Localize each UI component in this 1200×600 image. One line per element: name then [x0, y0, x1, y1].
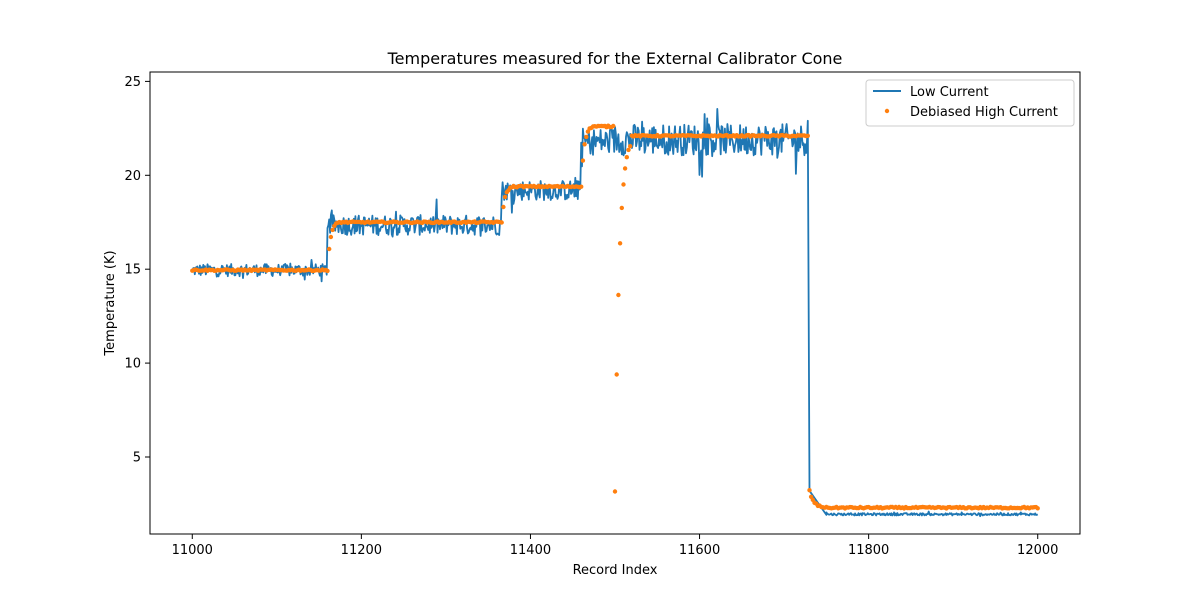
scatter-point: [621, 182, 626, 187]
scatter-point: [628, 144, 633, 149]
x-axis: 11000 11200 11400 11600 11800 12000: [172, 534, 1058, 558]
x-axis-label: Record Index: [573, 563, 658, 578]
x-tick-label: 11600: [679, 543, 720, 558]
scatter-point: [579, 184, 584, 189]
y-tick-label: 25: [124, 75, 141, 90]
plot-area: [149, 71, 1081, 535]
scatter-point: [1035, 506, 1040, 511]
legend-label-debiased-high-current: Debiased High Current: [910, 105, 1058, 120]
chart-title: Temperatures measured for the External C…: [387, 49, 843, 68]
plot-frame: [149, 71, 1081, 535]
y-tick-label: 5: [133, 451, 141, 466]
scatter-point: [805, 133, 810, 138]
scatter-point: [582, 142, 587, 147]
legend-label-low-current: Low Current: [910, 85, 989, 100]
y-tick-label: 15: [124, 263, 141, 278]
scatter-point: [807, 488, 812, 493]
x-tick-label: 11400: [510, 543, 551, 558]
legend-frame: [865, 79, 1075, 127]
scatter-point: [616, 292, 621, 298]
x-tick-label: 11000: [172, 543, 213, 558]
series-layer: [190, 108, 1040, 518]
scatter-point: [325, 268, 330, 274]
x-tick-label: 11200: [341, 543, 382, 558]
y-axis-label: Temperature (K): [103, 250, 118, 356]
scatter-point: [617, 241, 623, 246]
scatter-point: [622, 166, 628, 171]
scatter-point: [611, 123, 616, 129]
scatter-point: [327, 246, 332, 252]
scatter-point: [612, 489, 618, 494]
scatter-point: [330, 227, 335, 233]
scatter-point: [501, 204, 506, 210]
scatter-point: [580, 158, 586, 163]
scatter-point: [584, 134, 589, 140]
scatter-point: [502, 194, 508, 200]
scatter-point: [624, 155, 629, 160]
scatter-point: [619, 205, 624, 211]
x-tick-label: 11800: [848, 543, 889, 558]
legend: Low Current Debiased High Current: [865, 79, 1075, 127]
scatter-point: [328, 234, 334, 240]
scatter-point: [614, 372, 619, 377]
scatter-point: [499, 220, 504, 225]
y-tick-label: 20: [124, 169, 141, 184]
series-low-current-line: [191, 108, 1039, 518]
legend-dot-marker: [884, 108, 890, 114]
x-tick-label: 12000: [1017, 543, 1058, 558]
y-axis: 5 10 15 20 25: [124, 75, 150, 466]
series-debiased-high-current: [190, 123, 1040, 511]
y-tick-label: 10: [124, 357, 141, 372]
scatter-point: [626, 147, 631, 153]
